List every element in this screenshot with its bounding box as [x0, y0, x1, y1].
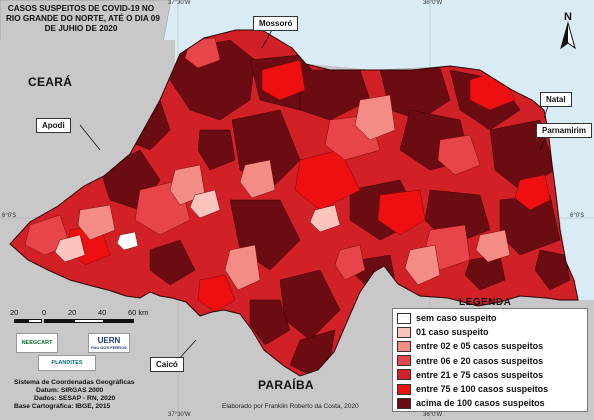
lat-label-left: 6°0'S — [2, 213, 17, 219]
legend-label: entre 75 e 100 casos suspeitos — [416, 384, 549, 395]
legend-item: acima de 100 casos suspeitos — [397, 396, 583, 410]
city-label-apodi: Apodi — [36, 118, 71, 133]
legend: sem caso suspeito 01 caso suspeito entre… — [392, 308, 588, 412]
scale-tick-0: 20 — [10, 308, 19, 317]
state-outline — [9, 29, 579, 377]
scale-bar: 20 0 20 40 60 km — [10, 308, 150, 334]
legend-swatch — [397, 355, 411, 367]
city-label-mossoro: Mossoró — [253, 16, 299, 31]
neighbor-label-paraiba: PARAÍBA — [258, 378, 314, 392]
info-line-3: Dados: SESAP - RN, 2020 — [34, 395, 116, 402]
logo-uern: UERN PAU DOS FERROS — [88, 333, 130, 353]
legend-label: 01 caso suspeito — [416, 327, 489, 338]
neighbor-label-ceara: CEARÁ — [28, 75, 73, 89]
legend-swatch — [397, 340, 411, 352]
legend-item: entre 75 e 100 casos suspeitos — [397, 382, 583, 396]
ocean-north — [175, 0, 594, 300]
legend-swatch — [397, 397, 411, 409]
legend-swatch — [397, 312, 411, 324]
info-line-2: Datum: SIRGAS 2000 — [36, 387, 104, 394]
city-label-natal: Natal — [540, 92, 572, 107]
map-info: Sistema de Coordenadas Geográficas Datum… — [14, 379, 154, 411]
lon-label-top-left: 37°30'W — [168, 0, 191, 6]
title-line-2: RIO GRANDE DO NORTE, ATÉ O DIA 09 — [6, 14, 160, 23]
lat-label-right: 6°0'S — [570, 213, 585, 219]
leader-lines — [79, 29, 549, 361]
legend-label: entre 06 e 20 casos suspeitos — [416, 355, 544, 366]
logo-uern-sub: PAU DOS FERROS — [91, 345, 127, 350]
north-arrow: N — [555, 10, 581, 56]
legend-item: 01 caso suspeito — [397, 325, 583, 339]
title-line-1: CASOS SUSPEITOS DE COVID-19 NO — [7, 4, 155, 13]
legend-item: entre 02 e 05 casos suspeitos — [397, 339, 583, 353]
info-line-4: Base Cartográfica: IBGE, 2015 — [14, 403, 111, 410]
legend-label: entre 02 e 05 casos suspeitos — [416, 341, 544, 352]
info-line-1: Sistema de Coordenadas Geográficas — [14, 379, 135, 386]
scale-tick-2: 20 — [68, 308, 77, 317]
legend-swatch — [397, 383, 411, 395]
legend-label: entre 21 e 75 casos suspeitos — [416, 369, 544, 380]
scale-tick-3: 40 — [98, 308, 107, 317]
lon-label-top-right: 36°0'W — [423, 0, 443, 6]
title-line-3: DE JUHIO DE 2020 — [44, 24, 118, 33]
scale-tick-4: 60 km — [128, 308, 149, 317]
lon-label-bottom-right: 36°0'W — [423, 412, 443, 418]
city-label-parnamirim: Parnamirim — [536, 123, 593, 138]
logo-neegcart: NEEGCART — [16, 333, 58, 353]
legend-item: sem caso suspeito — [397, 311, 583, 325]
lon-label-bottom-left: 37°30'W — [168, 412, 191, 418]
logos-area: NEEGCART UERN PAU DOS FERROS PLANDITES — [8, 333, 158, 375]
legend-item: entre 21 e 75 casos suspeitos — [397, 368, 583, 382]
logo-uern-text: UERN — [97, 336, 121, 345]
legend-swatch — [397, 369, 411, 381]
logo-plandites: PLANDITES — [38, 355, 96, 371]
scale-tick-1: 0 — [42, 308, 47, 317]
legend-swatch — [397, 326, 411, 338]
map-title: CASOS SUSPEITOS DE COVID-19 NO RIO GRAND… — [6, 0, 160, 42]
legend-title: LEGENDA — [459, 297, 512, 308]
legend-label: sem caso suspeito — [416, 313, 497, 324]
legend-label: acima de 100 casos suspeitos — [416, 398, 545, 409]
map-credit: Elaborado por Franklin Roberto da Costa,… — [222, 403, 359, 410]
city-label-caico: Caicó — [150, 357, 184, 372]
north-icon: N — [564, 11, 572, 23]
legend-item: entre 06 e 20 casos suspeitos — [397, 354, 583, 368]
